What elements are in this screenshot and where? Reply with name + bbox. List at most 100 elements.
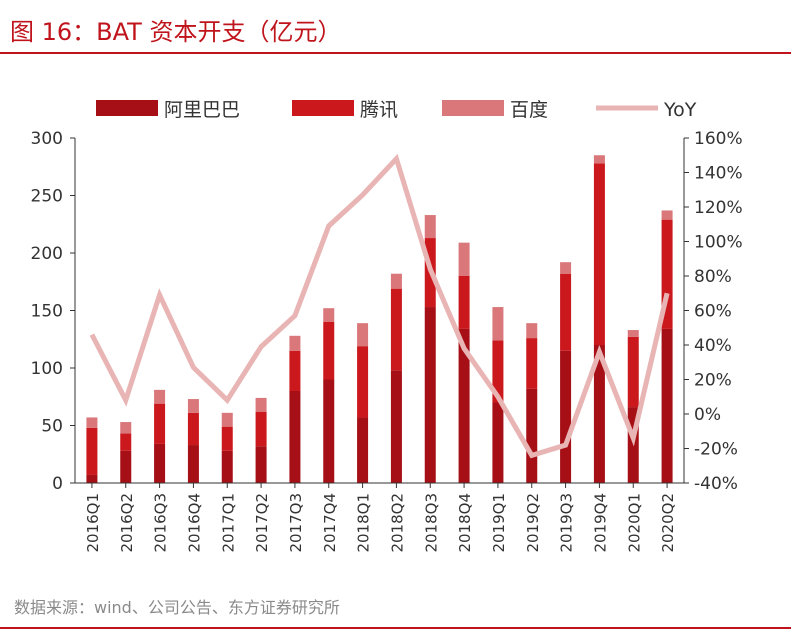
- bar-segment: [458, 276, 470, 329]
- x-tick-label: 2018Q2: [388, 493, 406, 553]
- bar-segment: [289, 391, 301, 483]
- bar-segment: [526, 323, 538, 339]
- left-tick-label: 50: [41, 417, 63, 437]
- right-tick-label: 160%: [694, 129, 743, 149]
- right-tick-label: 60%: [694, 302, 732, 322]
- bar-segment: [424, 307, 436, 483]
- legend-label: 腾讯: [360, 99, 398, 121]
- bar-segment: [492, 340, 504, 403]
- bar-segment: [187, 399, 199, 413]
- bar-segment: [458, 328, 470, 483]
- x-tick-label: 2017Q3: [287, 493, 305, 553]
- bar-segment: [661, 328, 673, 483]
- bar-segment: [187, 412, 199, 446]
- x-tick-label: 2019Q3: [558, 493, 576, 553]
- bar-segment: [323, 379, 335, 483]
- x-tick-label: 2019Q2: [524, 493, 542, 553]
- bar-segment: [357, 323, 369, 347]
- footer-divider: [0, 627, 791, 629]
- bar-segment: [627, 330, 639, 337]
- bar-segment: [390, 288, 402, 371]
- left-tick-label: 200: [31, 244, 63, 264]
- bar-segment: [255, 397, 267, 412]
- left-tick-label: 0: [52, 474, 63, 494]
- left-tick-label: 250: [31, 187, 63, 207]
- left-tick-label: 150: [31, 302, 63, 322]
- yoy-line: [89, 153, 670, 459]
- bar-segment: [86, 427, 98, 475]
- bar-segment: [154, 403, 166, 444]
- bar-segment: [289, 350, 301, 391]
- bar-segment: [221, 412, 233, 427]
- bars: [86, 155, 673, 483]
- bar-segment: [86, 474, 98, 483]
- bar-segment: [424, 215, 436, 239]
- right-tick-label: 80%: [694, 267, 732, 287]
- right-tick-label: 120%: [694, 198, 743, 218]
- x-tick-label: 2016Q2: [118, 493, 136, 553]
- x-axis: 2016Q1 2016Q2 2016Q3 2016Q4 2017Q1 2017Q2 2017…: [75, 482, 684, 553]
- legend-label: 阿里巴巴: [164, 99, 240, 121]
- bar-segment: [458, 242, 470, 276]
- chart-title: 图 16：BAT 资本开支（亿元）: [10, 18, 342, 46]
- right-axis: -40% -20% 0% 20% 40% 60% 80% 100% 120% 140% 160%: [683, 129, 743, 494]
- bar-segment: [627, 336, 639, 408]
- bar-segment: [86, 417, 98, 428]
- bar-segment: [593, 163, 605, 345]
- bar-segment: [120, 433, 132, 451]
- source-note: 数据来源：wind、公司公告、东方证券研究所: [14, 598, 340, 617]
- bar-segment: [560, 350, 572, 483]
- bar-segment: [154, 443, 166, 483]
- x-tick-label: 2018Q4: [456, 493, 474, 553]
- bar-segment: [154, 389, 166, 404]
- x-tick-label: 2019Q4: [591, 493, 609, 553]
- bar-segment: [390, 370, 402, 483]
- bar-segment: [289, 335, 301, 351]
- x-tick-label: 2019Q1: [490, 493, 508, 553]
- left-axis: 0 50 100 150 200 250 300: [31, 129, 76, 494]
- x-tick-label: 2017Q1: [219, 493, 237, 553]
- legend-swatch: [292, 100, 354, 116]
- legend-label: 百度: [510, 99, 548, 121]
- bat-capex-chart: 阿里巴巴 腾讯 百度 YoY 0 50 100 150 200 250 300 -40% -20% 0…: [31, 99, 743, 553]
- bar-segment: [357, 346, 369, 418]
- yoy-line-layer: [89, 153, 670, 459]
- bar-segment: [661, 219, 673, 329]
- bar-segment: [661, 210, 673, 220]
- bar-segment: [390, 273, 402, 289]
- bar-segment: [627, 407, 639, 483]
- legend: 阿里巴巴 腾讯 百度 YoY: [96, 99, 697, 121]
- x-tick-label: 2018Q3: [422, 493, 440, 553]
- bar-segment: [492, 307, 504, 341]
- legend-swatch: [442, 100, 504, 116]
- bar-segment: [255, 446, 267, 483]
- bar-segment: [323, 322, 335, 380]
- bar-segment: [560, 273, 572, 351]
- bar-segment: [492, 402, 504, 483]
- bar-segment: [357, 417, 369, 483]
- bar-segment: [120, 422, 132, 434]
- bar-segment: [221, 450, 233, 483]
- right-tick-label: 40%: [694, 336, 732, 356]
- right-tick-label: -20%: [694, 440, 738, 460]
- right-tick-label: 140%: [694, 164, 743, 184]
- bar-segment: [221, 426, 233, 451]
- left-tick-label: 100: [31, 359, 63, 379]
- right-tick-label: -40%: [694, 474, 738, 494]
- x-tick-label: 2016Q1: [84, 493, 102, 553]
- legend-swatch: [96, 100, 158, 116]
- bar-segment: [255, 411, 267, 447]
- left-tick-label: 300: [31, 129, 63, 149]
- legend-label: YoY: [663, 99, 697, 121]
- bar-segment: [560, 262, 572, 274]
- right-tick-label: 0%: [694, 405, 721, 425]
- x-tick-label: 2018Q1: [355, 493, 373, 553]
- x-tick-label: 2016Q4: [185, 493, 203, 553]
- bar-segment: [526, 338, 538, 389]
- x-tick-label: 2017Q2: [253, 493, 271, 553]
- title-divider: [0, 52, 791, 54]
- right-tick-label: 100%: [694, 233, 743, 253]
- right-tick-label: 20%: [694, 371, 732, 391]
- bar-segment: [187, 445, 199, 483]
- bar-segment: [593, 345, 605, 483]
